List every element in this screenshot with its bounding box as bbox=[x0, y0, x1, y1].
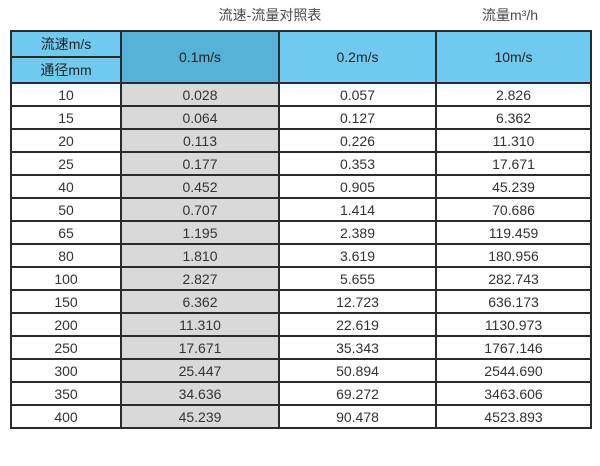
header-row-top: 流速m/s 0.1m/s 0.2m/s 10m/s bbox=[10, 30, 592, 84]
flow-rate-table: 流速m/s 0.1m/s 0.2m/s 10m/s 通径mm 10 0.028 … bbox=[10, 30, 592, 429]
table-body: 10 0.028 0.057 2.826 15 0.064 0.127 6.36… bbox=[10, 82, 592, 429]
flow-cell-0-2ms: 50.894 bbox=[278, 358, 437, 383]
table-row: 20 0.113 0.226 11.310 bbox=[10, 128, 592, 153]
diameter-cell: 20 bbox=[10, 128, 122, 153]
flow-unit-label: 流量m³/h bbox=[482, 7, 538, 23]
table-row: 25 0.177 0.353 17.671 bbox=[10, 151, 592, 176]
flow-cell-0-2ms: 22.619 bbox=[278, 312, 437, 337]
table-row: 65 1.195 2.389 119.459 bbox=[10, 220, 592, 245]
flow-cell-10ms: 70.686 bbox=[435, 197, 592, 222]
diameter-cell: 80 bbox=[10, 243, 122, 268]
flow-cell-0-2ms: 0.057 bbox=[278, 82, 437, 107]
flow-cell-10ms: 3463.606 bbox=[435, 381, 592, 406]
flow-cell-0-2ms: 0.127 bbox=[278, 105, 437, 130]
flow-cell-0-2ms: 0.226 bbox=[278, 128, 437, 153]
table-row: 50 0.707 1.414 70.686 bbox=[10, 197, 592, 222]
flow-cell-0-1ms: 0.177 bbox=[120, 151, 280, 176]
diameter-cell: 100 bbox=[10, 266, 122, 291]
flow-cell-10ms: 11.310 bbox=[435, 128, 592, 153]
flow-cell-0-2ms: 90.478 bbox=[278, 404, 437, 429]
header-diameter-label: 通径mm bbox=[10, 56, 122, 84]
flow-cell-0-1ms: 34.636 bbox=[120, 381, 280, 406]
flow-cell-0-2ms: 2.389 bbox=[278, 220, 437, 245]
flow-cell-10ms: 180.956 bbox=[435, 243, 592, 268]
flow-cell-10ms: 636.173 bbox=[435, 289, 592, 314]
diameter-cell: 10 bbox=[10, 82, 122, 107]
table-row: 10 0.028 0.057 2.826 bbox=[10, 82, 592, 107]
table-title: 流速-流量对照表 bbox=[218, 7, 322, 23]
table-header: 流速m/s 0.1m/s 0.2m/s 10m/s 通径mm bbox=[10, 30, 592, 84]
diameter-cell: 65 bbox=[10, 220, 122, 245]
flow-cell-0-1ms: 11.310 bbox=[120, 312, 280, 337]
diameter-cell: 350 bbox=[10, 381, 122, 406]
table-row: 15 0.064 0.127 6.362 bbox=[10, 105, 592, 130]
header-col-0-2ms: 0.2m/s bbox=[278, 30, 437, 84]
table-row: 250 17.671 35.343 1767.146 bbox=[10, 335, 592, 360]
flow-cell-0-1ms: 0.064 bbox=[120, 105, 280, 130]
flow-cell-0-2ms: 35.343 bbox=[278, 335, 437, 360]
flow-cell-0-1ms: 17.671 bbox=[120, 335, 280, 360]
flow-cell-0-2ms: 0.905 bbox=[278, 174, 437, 199]
flow-cell-0-2ms: 0.353 bbox=[278, 151, 437, 176]
page-header: 流速-流量对照表 流量m³/h bbox=[0, 0, 600, 30]
header-col-0-1ms: 0.1m/s bbox=[120, 30, 280, 84]
flow-cell-0-1ms: 0.113 bbox=[120, 128, 280, 153]
table-row: 200 11.310 22.619 1130.973 bbox=[10, 312, 592, 337]
flow-cell-0-1ms: 45.239 bbox=[120, 404, 280, 429]
flow-cell-10ms: 119.459 bbox=[435, 220, 592, 245]
diameter-cell: 15 bbox=[10, 105, 122, 130]
flow-cell-10ms: 1767.146 bbox=[435, 335, 592, 360]
header-col-10ms: 10m/s bbox=[435, 30, 592, 84]
table-row: 300 25.447 50.894 2544.690 bbox=[10, 358, 592, 383]
flow-cell-10ms: 1130.973 bbox=[435, 312, 592, 337]
table-row: 150 6.362 12.723 636.173 bbox=[10, 289, 592, 314]
table-row: 100 2.827 5.655 282.743 bbox=[10, 266, 592, 291]
flow-cell-0-1ms: 6.362 bbox=[120, 289, 280, 314]
diameter-cell: 300 bbox=[10, 358, 122, 383]
flow-cell-10ms: 6.362 bbox=[435, 105, 592, 130]
flow-cell-10ms: 2.826 bbox=[435, 82, 592, 107]
flow-cell-0-1ms: 1.195 bbox=[120, 220, 280, 245]
flow-cell-0-1ms: 25.447 bbox=[120, 358, 280, 383]
flow-cell-0-2ms: 12.723 bbox=[278, 289, 437, 314]
flow-cell-10ms: 4523.893 bbox=[435, 404, 592, 429]
flow-cell-10ms: 45.239 bbox=[435, 174, 592, 199]
table-row: 350 34.636 69.272 3463.606 bbox=[10, 381, 592, 406]
diameter-cell: 200 bbox=[10, 312, 122, 337]
flow-cell-0-1ms: 0.452 bbox=[120, 174, 280, 199]
diameter-cell: 50 bbox=[10, 197, 122, 222]
flow-cell-10ms: 17.671 bbox=[435, 151, 592, 176]
table-row: 80 1.810 3.619 180.956 bbox=[10, 243, 592, 268]
diameter-cell: 25 bbox=[10, 151, 122, 176]
flow-cell-0-1ms: 0.028 bbox=[120, 82, 280, 107]
table-row: 400 45.239 90.478 4523.893 bbox=[10, 404, 592, 429]
flow-cell-0-2ms: 5.655 bbox=[278, 266, 437, 291]
flow-cell-10ms: 2544.690 bbox=[435, 358, 592, 383]
diameter-cell: 150 bbox=[10, 289, 122, 314]
flow-cell-10ms: 282.743 bbox=[435, 266, 592, 291]
flow-cell-0-1ms: 0.707 bbox=[120, 197, 280, 222]
diameter-cell: 400 bbox=[10, 404, 122, 429]
header-row-bottom: 通径mm bbox=[10, 56, 591, 84]
header-velocity-label: 流速m/s bbox=[10, 30, 122, 58]
flow-cell-0-2ms: 69.272 bbox=[278, 381, 437, 406]
flow-cell-0-1ms: 1.810 bbox=[120, 243, 280, 268]
flow-cell-0-1ms: 2.827 bbox=[120, 266, 280, 291]
table-row: 40 0.452 0.905 45.239 bbox=[10, 174, 592, 199]
flow-cell-0-2ms: 1.414 bbox=[278, 197, 437, 222]
flow-cell-0-2ms: 3.619 bbox=[278, 243, 437, 268]
diameter-cell: 40 bbox=[10, 174, 122, 199]
diameter-cell: 250 bbox=[10, 335, 122, 360]
